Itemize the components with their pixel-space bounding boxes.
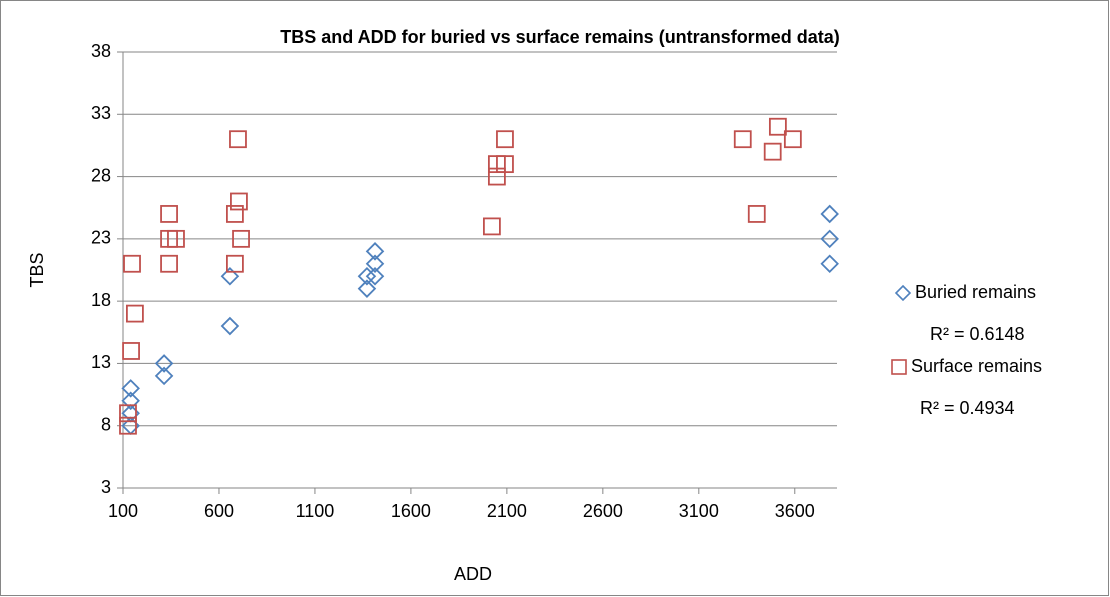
x-tick-label: 100 [108, 501, 138, 521]
square-marker [783, 130, 802, 149]
square-marker [747, 205, 766, 223]
x-tick-label: 1100 [296, 501, 335, 521]
square-marker [232, 229, 250, 248]
y-tick-label: 8 [101, 414, 111, 434]
diamond-marker [820, 254, 839, 274]
square-marker [167, 229, 185, 248]
y-tick-label: 28 [91, 165, 111, 185]
square-marker [763, 142, 782, 161]
square-marker [122, 342, 140, 360]
chart-title: TBS and ADD for buried vs surface remain… [280, 27, 839, 47]
diamond-marker [365, 254, 385, 274]
square-marker [119, 404, 137, 423]
diamond-marker [820, 229, 839, 249]
y-tick-label: 3 [101, 477, 111, 497]
diamond-marker [154, 366, 174, 386]
y-axis-label: TBS [27, 252, 47, 287]
legend-marker [894, 284, 912, 302]
square-marker [482, 217, 501, 236]
square-marker [733, 130, 752, 149]
diamond-marker [220, 266, 240, 286]
legend-label: Buried remains [915, 282, 1036, 302]
square-marker [225, 254, 244, 273]
x-tick-label: 1600 [391, 501, 431, 521]
diamond-marker [220, 316, 240, 336]
square-marker [230, 192, 248, 211]
x-tick-label: 3600 [775, 501, 815, 521]
legend-label: Surface remains [911, 356, 1042, 376]
square-marker [225, 205, 244, 223]
diamond-marker [121, 391, 140, 411]
x-axis-label: ADD [454, 564, 492, 584]
square-marker [126, 304, 144, 323]
square-marker [229, 130, 247, 149]
diamond-marker [365, 242, 385, 261]
square-marker [160, 205, 178, 223]
diamond-marker [121, 379, 140, 398]
square-marker [123, 254, 141, 273]
y-tick-label: 33 [91, 103, 111, 123]
trendline-label: R² = 0.6148 [930, 324, 1025, 344]
x-tick-label: 3100 [679, 501, 719, 521]
legend-marker [891, 359, 907, 375]
x-tick-label: 2600 [583, 501, 623, 521]
x-tick-label: 2100 [487, 501, 527, 521]
y-tick-label: 23 [91, 228, 111, 248]
y-tick-label: 38 [91, 41, 111, 61]
square-marker [496, 155, 514, 174]
y-tick-label: 13 [91, 352, 111, 372]
diamond-marker [357, 279, 377, 298]
square-marker [496, 130, 514, 149]
square-marker [768, 117, 787, 136]
diamond-marker [154, 354, 174, 373]
diamond-marker [365, 266, 385, 286]
square-marker [160, 254, 178, 273]
y-tick-label: 18 [91, 290, 111, 310]
trendline-label: R² = 0.4934 [920, 398, 1015, 418]
diamond-marker [820, 204, 839, 224]
square-marker [119, 416, 137, 435]
x-tick-label: 600 [204, 501, 234, 521]
diamond-marker [357, 266, 377, 286]
